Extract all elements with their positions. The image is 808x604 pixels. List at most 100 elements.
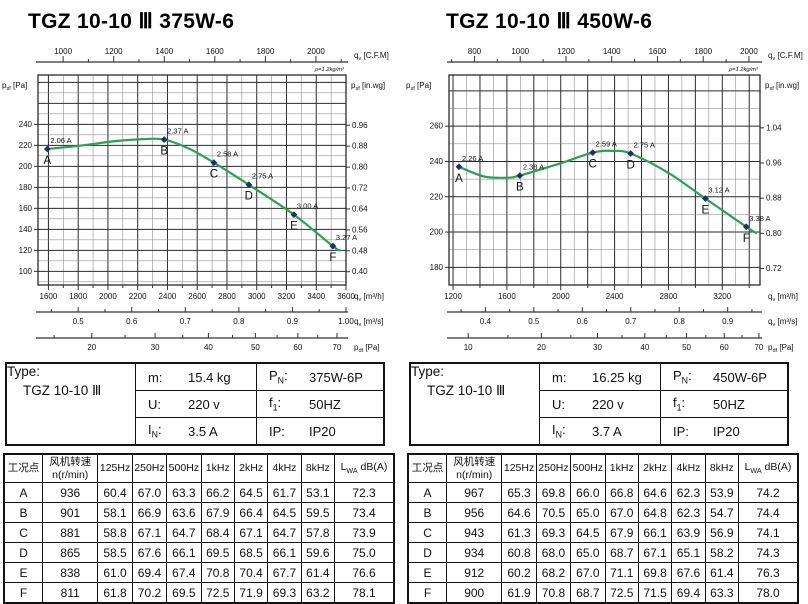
noise-cell: 59.5 (300, 502, 336, 523)
tick-label-pdf: 10 (464, 343, 473, 352)
noise-cell: 65.0 (570, 542, 606, 563)
noise-cell: 67.0 (604, 502, 639, 523)
point-letter-label: C (210, 169, 218, 181)
noise-cell: 64.8 (637, 502, 673, 523)
noise-cell: 956 (446, 502, 503, 523)
noise-cell: 70.4 (233, 562, 269, 583)
type-value: TGZ 10-10 Ⅲ (427, 383, 506, 398)
spec-value: 16.25 kg (592, 369, 642, 385)
tick-label-inwg: 0.56 (352, 225, 368, 234)
noise-cell: 66.9 (131, 502, 168, 523)
tick-label-pa: 220 (19, 141, 33, 150)
noise-header-row: 工况点 风机转速 n(r/min) 125Hz 250Hz 500Hz 1kHz 2kHz 4k… (407, 453, 799, 483)
spec-row: IN: 3.5 A IP: IP20 (6, 417, 385, 446)
spec-cell: m: 16.25 kg (539, 362, 661, 391)
data-point-marker (329, 242, 337, 250)
noise-cell: 901 (42, 502, 99, 523)
column-header: 2kHz (233, 453, 269, 483)
noise-cell: 66.4 (233, 502, 269, 523)
data-point-marker (701, 195, 709, 202)
type-cell: Type: TGZ 10-10 Ⅲ (409, 362, 540, 446)
noise-cell: 69.8 (637, 562, 673, 583)
spec-key: IP: (269, 423, 285, 439)
noise-cell: 61.8 (97, 582, 133, 604)
spec-value: 3.5 A (188, 423, 218, 439)
noise-cell: 65.3 (501, 482, 537, 503)
tick-label-pdf: 60 (293, 343, 302, 352)
tick-label-m3s: 0.7 (625, 317, 637, 326)
y-axis-label-inwg: psf [in.wg] (351, 81, 385, 92)
point-letter-label: B (160, 146, 168, 158)
noise-cell: C (407, 522, 448, 543)
noise-row: D 934 60.8 68.0 65.0 68.7 67.1 65.1 58.2 74.3 (407, 542, 799, 563)
noise-cell: 60.2 (501, 562, 537, 583)
panel-450w: TGZ 10-10 Ⅲ 450W-6 180 200 220 240 260 psf [P… (404, 0, 808, 604)
point-letter-label: D (245, 191, 253, 203)
tick-label-m3h: 2200 (129, 292, 147, 301)
noise-cell: 67.9 (604, 522, 639, 543)
point-letter-label: B (516, 182, 524, 194)
panel-375w: TGZ 10-10 Ⅲ 375W-6 100 120 140 160 180 200 220… (2, 10, 395, 604)
noise-cell: 73.4 (334, 502, 395, 523)
tick-label-inwg: 0.72 (352, 184, 368, 193)
spec-key: m: (148, 369, 163, 385)
noise-cell: 72.5 (604, 582, 639, 604)
tick-label-m3s: 0.7 (180, 317, 192, 326)
tick-label-pdf: 50 (682, 343, 691, 352)
tick-label-cfm: 1000 (54, 47, 72, 56)
noise-cell: 64.6 (637, 482, 673, 503)
column-header: LWA dB(A) (334, 453, 395, 483)
x-axis-label-pdf: pdf [Pa] (354, 343, 380, 354)
noise-cell: 72.5 (200, 582, 235, 604)
tick-label-pdf: 70 (754, 343, 763, 352)
x-axis-label-m3s: qv [m³/s] (768, 317, 797, 328)
noise-cell: 68.4 (200, 522, 235, 543)
x-axis-label-m3s: qv [m³/s] (354, 317, 383, 328)
spec-entry: IN: 3.5 A (136, 422, 256, 440)
tick-label-cfm: 2000 (307, 47, 325, 56)
noise-cell: 60.4 (97, 482, 133, 503)
density-note: ρ=1.2kg/m³ (728, 67, 759, 73)
tick-label-m3h: 3000 (248, 292, 266, 301)
noise-cell: 838 (42, 562, 99, 583)
noise-cell: 943 (446, 522, 503, 543)
spec-key: U: (552, 396, 565, 412)
noise-cell: 70.5 (535, 502, 572, 523)
spec-cell: m: 15.4 kg (135, 362, 257, 391)
y-axis-label-pa: psf [Pa] (2, 81, 27, 92)
noise-cell: B (3, 502, 44, 523)
spec-entry: m: 16.25 kg (540, 370, 660, 385)
noise-cell: 74.4 (738, 502, 799, 523)
tick-label-pdf: 40 (204, 343, 213, 352)
noise-cell: 900 (446, 582, 503, 604)
noise-cell: 61.4 (300, 562, 336, 583)
spec-entry: IP: IP20 (661, 424, 787, 439)
column-header: 125Hz (97, 453, 133, 483)
x-axis-label-cfm: qv [C.F.M] (768, 51, 803, 62)
noise-cell: 58.1 (97, 502, 133, 523)
noise-cell: 63.6 (166, 502, 202, 523)
tick-label-cfm: 1200 (557, 47, 575, 56)
noise-cell: 63.9 (671, 522, 706, 543)
noise-cell: 76.6 (334, 562, 395, 583)
spec-entry: U: 220 v (136, 397, 256, 412)
spec-row: U: 220 v f1: 50HZ (6, 390, 385, 418)
spec-entry: IN: 3.7 A (540, 422, 660, 440)
tick-label-m3h: 3600 (337, 292, 355, 301)
noise-row: B 901 58.1 66.9 63.6 67.9 66.4 64.5 59.5 73.4 (3, 502, 395, 523)
column-header: 4kHz (671, 453, 706, 483)
point-current-label: 2.59 A (596, 140, 617, 149)
noise-cell: 67.4 (166, 562, 202, 583)
tick-label-inwg: 1.04 (766, 123, 782, 132)
data-point-marker (43, 145, 51, 153)
column-header: 250Hz (131, 453, 168, 483)
noise-cell: 865 (42, 542, 99, 563)
tick-label-cfm: 1800 (256, 47, 274, 56)
spec-entry: PN: 375W-6P (257, 368, 383, 386)
noise-cell: 881 (42, 522, 99, 543)
x-axis-label-pdf: pdf [Pa] (768, 343, 794, 354)
noise-cell: 64.5 (570, 522, 606, 543)
point-current-label: 3.27 A (336, 233, 357, 242)
noise-cell: 64.6 (501, 502, 537, 523)
column-header: 风机转速 n(r/min) (42, 453, 99, 483)
